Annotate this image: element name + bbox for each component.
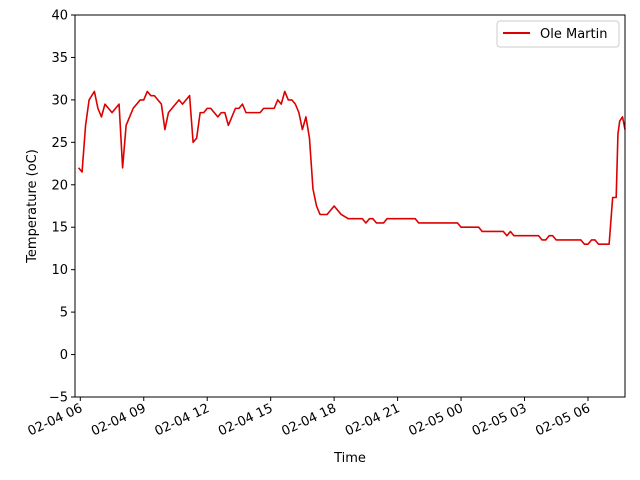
x-axis-label: Time: [333, 451, 366, 466]
x-tick-label: 02-05 06: [533, 401, 592, 439]
plot-area: [77, 90, 626, 245]
legend: Ole Martin: [496, 20, 620, 48]
x-tick-label: 02-04 09: [89, 401, 148, 439]
x-tick-label: 02-05 03: [470, 401, 529, 439]
legend-label-ole-martin: Ole Martin: [540, 27, 607, 42]
plot-frame: [74, 14, 626, 398]
y-tick-label: 15: [51, 221, 68, 236]
y-axis-ticks: −5 0 5 10 15 20 25 30 35 40: [49, 9, 75, 406]
y-tick-label: −5: [49, 391, 68, 406]
x-tick-label: 02-04 18: [280, 401, 339, 439]
y-tick-label: 20: [51, 178, 68, 193]
x-tick-label: 02-04 15: [216, 401, 275, 439]
y-tick-label: 35: [51, 51, 68, 66]
series-line-ole-martin: [77, 90, 626, 245]
y-tick-label: 25: [51, 136, 68, 151]
y-tick-label: 10: [51, 263, 68, 278]
y-tick-label: 0: [60, 348, 68, 363]
x-tick-label: 02-04 21: [343, 401, 402, 439]
y-axis-label: Temperature (oC): [25, 149, 40, 264]
x-tick-label: 02-05 00: [406, 401, 465, 439]
y-tick-label: 30: [51, 93, 68, 108]
y-tick-label: 40: [51, 9, 68, 24]
x-tick-label: 02-04 12: [153, 401, 212, 439]
x-tick-label: 02-04 06: [26, 401, 85, 439]
y-tick-label: 5: [60, 306, 68, 321]
legend-box: [496, 20, 620, 48]
x-axis-ticks: 02-04 06 02-04 09 02-04 12 02-04 15 02-04 18…: [26, 397, 593, 439]
